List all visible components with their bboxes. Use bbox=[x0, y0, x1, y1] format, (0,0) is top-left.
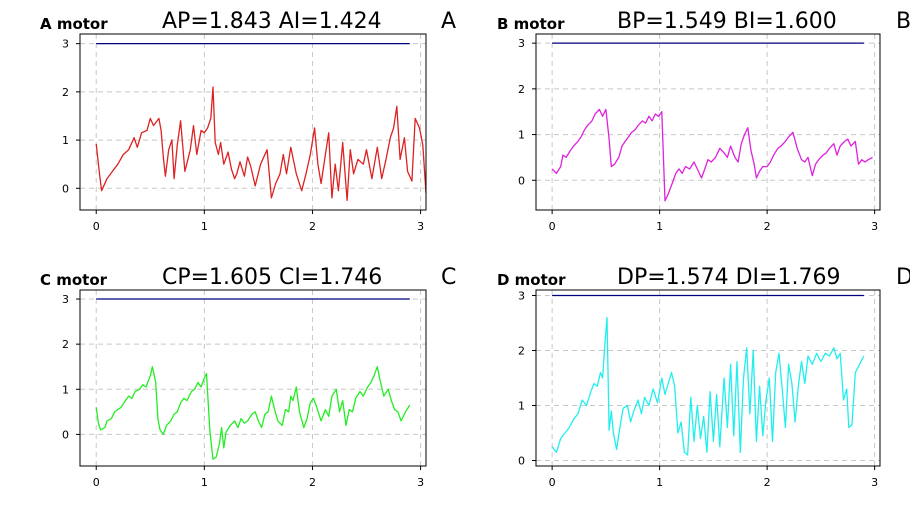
x-tick-label: 3 bbox=[417, 220, 424, 233]
motor-signal-line bbox=[551, 316, 865, 456]
y-tick-label: 0 bbox=[518, 455, 525, 468]
chart-stats: BP=1.549 BI=1.600 bbox=[617, 9, 837, 34]
y-tick-label: 1 bbox=[62, 134, 69, 147]
y-tick-label: 0 bbox=[62, 428, 69, 441]
axes-frame bbox=[535, 33, 881, 211]
x-tick-label: 2 bbox=[764, 220, 771, 233]
x-tick-label: 1 bbox=[656, 220, 663, 233]
chart-panel-0: A motor AP=1.843 AI=1.424 A 0 1 2 3 0 1 2 3 bbox=[40, 9, 456, 233]
y-tick-label: 3 bbox=[62, 293, 69, 306]
chart-panel-2: C motor CP=1.605 CI=1.746 C 0 1 2 3 0 1 2 3 bbox=[40, 265, 456, 489]
x-tick-label: 2 bbox=[764, 476, 771, 489]
series-group bbox=[95, 298, 411, 460]
axes-frame bbox=[79, 289, 427, 467]
axes-frame bbox=[535, 289, 881, 467]
series-group bbox=[551, 42, 873, 202]
y-tick-label: 2 bbox=[62, 338, 69, 351]
y-tick-label: 2 bbox=[62, 86, 69, 99]
chart-tag: C bbox=[441, 265, 456, 290]
chart-panel-3: D motor DP=1.574 DI=1.769 D 0 1 2 3 0 1 2 3 bbox=[497, 265, 910, 489]
chart-title: C motor bbox=[40, 271, 108, 289]
motor-signal-line bbox=[95, 86, 426, 202]
y-tick-label: 1 bbox=[518, 129, 525, 142]
chart-stats: DP=1.574 DI=1.769 bbox=[617, 265, 840, 290]
series-group bbox=[551, 294, 865, 456]
x-tick-label: 0 bbox=[93, 476, 100, 489]
y-tick-label: 3 bbox=[518, 290, 525, 303]
chart-tag: D bbox=[896, 265, 910, 290]
chart-title: B motor bbox=[497, 15, 565, 33]
y-tick-label: 1 bbox=[518, 400, 525, 413]
chart-stats: AP=1.843 AI=1.424 bbox=[162, 9, 382, 34]
chart-stats: CP=1.605 CI=1.746 bbox=[162, 265, 382, 290]
x-tick-label: 0 bbox=[549, 476, 556, 489]
y-tick-label: 2 bbox=[518, 83, 525, 96]
x-tick-label: 3 bbox=[417, 476, 424, 489]
x-tick-label: 1 bbox=[201, 476, 208, 489]
x-tick-label: 3 bbox=[871, 476, 878, 489]
series-group bbox=[95, 42, 426, 202]
y-tick-label: 0 bbox=[62, 182, 69, 195]
chart-tag: A bbox=[441, 9, 456, 34]
motor-signal-line bbox=[95, 366, 411, 460]
x-tick-label: 0 bbox=[549, 220, 556, 233]
x-tick-label: 0 bbox=[93, 220, 100, 233]
y-tick-label: 0 bbox=[518, 174, 525, 187]
motor-signal-line bbox=[551, 108, 873, 202]
chart-title: D motor bbox=[497, 271, 566, 289]
x-tick-label: 1 bbox=[201, 220, 208, 233]
axes-frame bbox=[79, 33, 427, 211]
chart-tag: B bbox=[896, 9, 910, 34]
chart-title: A motor bbox=[40, 15, 108, 33]
y-tick-label: 3 bbox=[62, 38, 69, 51]
x-tick-label: 2 bbox=[309, 220, 316, 233]
y-tick-label: 2 bbox=[518, 345, 525, 358]
x-tick-label: 3 bbox=[871, 220, 878, 233]
chart-panel-1: B motor BP=1.549 BI=1.600 B 0 1 2 3 0 1 2 3 bbox=[497, 9, 910, 233]
x-tick-label: 2 bbox=[309, 476, 316, 489]
y-tick-label: 3 bbox=[518, 37, 525, 50]
x-tick-label: 1 bbox=[656, 476, 663, 489]
y-tick-label: 1 bbox=[62, 383, 69, 396]
